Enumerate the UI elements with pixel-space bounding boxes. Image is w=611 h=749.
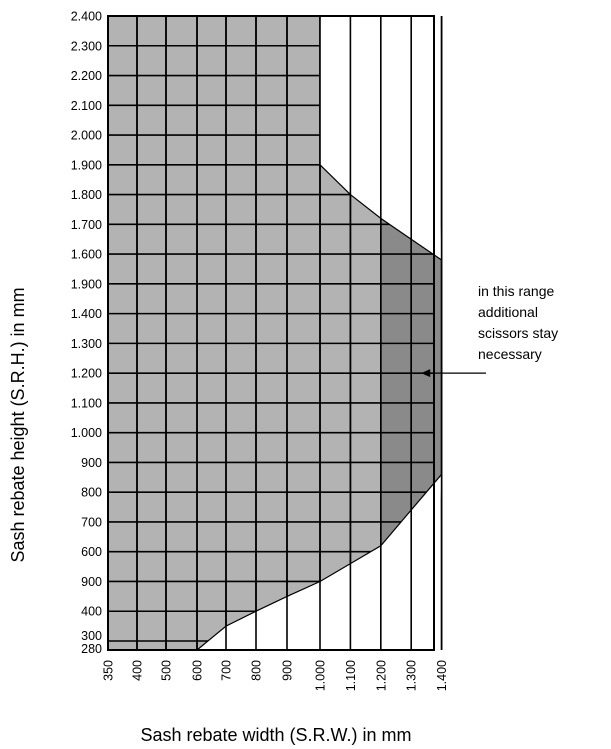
y-tick-label: 600	[81, 545, 102, 559]
annotation-line: additional	[478, 304, 538, 320]
x-tick-label: 600	[191, 660, 205, 681]
y-tick-label: 700	[81, 516, 102, 530]
y-tick-label: 800	[81, 486, 102, 500]
y-tick-label: 2.200	[71, 69, 102, 83]
arrow-head-icon	[421, 369, 431, 378]
annotation-line: scissors stay	[478, 325, 558, 341]
plot-area	[107, 15, 443, 651]
x-tick-label: 700	[220, 660, 234, 681]
annotation-text: in this range additional scissors stay nece…	[478, 283, 558, 362]
y-tick-label: 900	[81, 456, 102, 470]
annotation: in this range additional scissors stay nece…	[421, 283, 558, 378]
y-tick-label: 1.900	[71, 158, 102, 172]
unshaded-region-bottom	[108, 474, 442, 650]
x-tick-label: 1.200	[374, 660, 388, 691]
x-tick-label: 500	[160, 660, 174, 681]
y-tick-label: 1.200	[71, 367, 102, 381]
y-tick-label: 1.400	[71, 307, 102, 321]
upper-limit-line	[319, 164, 442, 261]
y-tick-label: 2.400	[71, 10, 102, 24]
y-tick-label: 1.000	[71, 426, 102, 440]
y-tick-label: 2.100	[71, 99, 102, 113]
y-tick-label: 280	[81, 642, 102, 656]
y-tick-label: 1.700	[71, 218, 102, 232]
annotation-line: in this range	[478, 283, 554, 299]
x-tick-label: 900	[281, 660, 295, 681]
x-tick-labels: 350 400 500 600 700 800 900 1.000 1.100 1.200 1.30…	[102, 660, 450, 691]
y-tick-label: 1.600	[71, 248, 102, 262]
x-tick-label: 1.400	[435, 660, 449, 691]
y-tick-label: 300	[81, 629, 102, 643]
annotation-line: necessary	[478, 346, 542, 362]
y-tick-label: 400	[81, 605, 102, 619]
x-tick-label: 800	[250, 660, 264, 681]
x-tick-label: 350	[102, 660, 116, 681]
plot-frame	[107, 15, 435, 651]
lower-limit-line	[196, 473, 443, 651]
x-axis-title: Sash rebate width (S.R.W.) in mm	[140, 725, 411, 745]
y-axis-title: Sash rebate height (S.R.H.) in mm	[8, 287, 28, 562]
y-tick-label: 1.300	[71, 337, 102, 351]
x-tick-label: 1.000	[314, 660, 328, 691]
y-tick-label: 900	[81, 575, 102, 589]
y-tick-label: 1.100	[71, 396, 102, 410]
x-tick-label: 1.300	[405, 660, 419, 691]
x-tick-label: 400	[131, 660, 145, 681]
x-tick-label: 1.100	[344, 660, 358, 691]
y-tick-label: 1.800	[71, 188, 102, 202]
y-tick-label: 2.300	[71, 39, 102, 53]
y-tick-label: 1.900	[71, 277, 102, 291]
y-tick-label: 2.000	[71, 129, 102, 143]
